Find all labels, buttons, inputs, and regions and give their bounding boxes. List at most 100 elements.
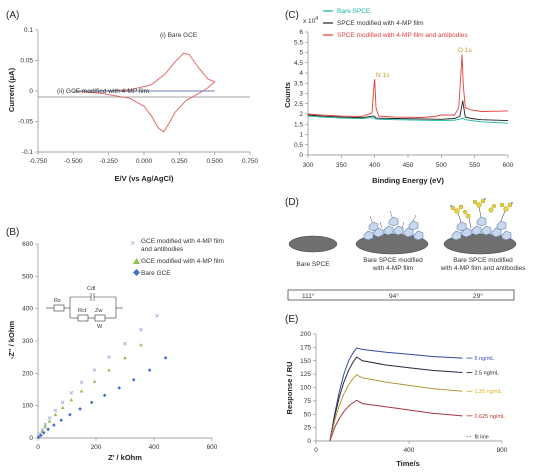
panel-b-ticks: 0 200 400 600 0 100 200 300 400 500 600 <box>22 241 218 451</box>
panel-e-series <box>329 347 463 442</box>
panel-b-point-4mp <box>60 405 65 410</box>
panel-a-x-tick-label: 0.250 <box>171 158 188 165</box>
panel-c-y-tick-label: 6 <box>299 29 303 36</box>
panel-a-y-tick-label: -0.1 <box>22 149 34 156</box>
circuit-label-cdl: Cdl <box>87 286 95 292</box>
panel-b-point-bare <box>89 400 94 405</box>
panel-b-point-bare <box>78 407 82 411</box>
panel-b-series <box>36 313 168 440</box>
panel-b-point-bare <box>117 386 121 390</box>
panel-b-y-tick-label: 200 <box>22 370 33 377</box>
panel-c-series-2 <box>307 54 509 118</box>
panel-e-ticks: 0 400 800 0 25 50 75 100 125 150 175 200 <box>300 331 508 454</box>
panel-c-y-tick-label: 3.5 <box>294 80 303 87</box>
panel-b-point-4mp <box>79 389 84 393</box>
legend-label-spce-antibodies: SPCE modified with 4-MP film and antibod… <box>337 32 468 39</box>
panel-e-y-tick-label: 175 <box>300 344 311 351</box>
panel-b-chart: 0 200 400 600 0 100 200 300 400 500 600 × GCE modi… <box>7 238 224 462</box>
panel-c-y-tick-label: 1 <box>299 132 303 139</box>
panel-b-point-antibodies <box>123 341 127 346</box>
panel-e-y-tick-label: 100 <box>300 385 311 392</box>
label-spce-antibodies-line2: with 4-MP film and antibodies <box>440 265 527 272</box>
panel-e-label-0: 5 ng/mL <box>474 356 494 362</box>
panel-b-point-antibodies <box>139 327 143 332</box>
panel-a-ticks: -0.750 -0.500 -0.250 0.000 0.250 0.500 0.750 -0… <box>18 27 258 165</box>
panel-c-x-tick-label: 300 <box>303 162 314 169</box>
panel-b-point-bare <box>68 412 72 417</box>
panel-e-x-tick-label: 400 <box>404 447 415 454</box>
panel-e-label-2: 1.25 ng/mL <box>474 389 502 395</box>
legend-marker-diamond <box>133 269 140 276</box>
panel-b-point-antibodies <box>92 368 97 372</box>
panel-e-label-1: 2.5 ng/mL <box>474 371 498 377</box>
panel-e-series-0 <box>329 347 463 442</box>
circuit-label-zw: Zw <box>95 308 102 314</box>
panel-e-y-tick-label: 25 <box>304 425 312 432</box>
panel-b-point-bare <box>52 423 56 427</box>
panel-a-letter: (A) <box>6 10 19 21</box>
panel-b-point-bare <box>39 433 43 438</box>
panel-c-multiplier: x 104 <box>303 16 318 25</box>
panel-b-x-tick-label: 200 <box>91 444 102 451</box>
panel-c-chart: x 104 300 350 400 450 500 550 60000.511.522.53… <box>283 8 514 185</box>
legend-label-antibodies-line1: GCE modified with 4-MP film <box>141 238 224 245</box>
circuit-label-rs: Rs <box>54 298 61 304</box>
panel-b-y-label: -Z'' / kOhm <box>7 321 16 359</box>
panel-b-y-tick-label: 0 <box>29 435 33 442</box>
panel-c-y-tick-label: 5.5 <box>294 39 303 46</box>
panel-a-x-tick-label: -0.250 <box>99 158 118 165</box>
panel-b-point-4mp <box>123 356 127 360</box>
panel-a-x-tick-label: 0.500 <box>207 158 224 165</box>
panel-c-y-tick-label: 5 <box>299 50 303 57</box>
panel-c-y-tick-label: 0 <box>299 152 303 159</box>
panel-c-y-tick-label: 2 <box>299 111 303 118</box>
panel-e-y-tick-label: 50 <box>304 411 312 418</box>
panel-a-x-tick-label: -0.500 <box>64 158 83 165</box>
label-bare-spce: Bare SPCE <box>296 261 330 268</box>
panel-c-y-tick-label: 1.5 <box>294 121 303 128</box>
panel-a-x-tick-label: 0.750 <box>242 158 259 165</box>
panel-c-series-1 <box>307 100 509 122</box>
panel-e-series-1 <box>329 356 463 442</box>
panel-c-x-tick-label: 350 <box>336 162 347 169</box>
panel-b-point-antibodies <box>60 400 65 405</box>
panel-b-point-4mp <box>69 398 74 402</box>
panel-b-point-antibodies <box>107 355 111 360</box>
panel-b-y-tick-label: 400 <box>22 306 33 313</box>
contact-angle-4mp: 94° <box>389 292 399 300</box>
panel-a-y-tick-label: -0.05 <box>18 119 33 126</box>
legend-label-antibodies-line2: and antibodies <box>141 246 184 253</box>
panel-e-fit-1 <box>329 356 463 442</box>
panel-e-y-tick-label: 0 <box>307 438 311 445</box>
panel-c-series <box>307 54 509 124</box>
panel-a-series-0 <box>73 52 216 133</box>
panel-b-point-antibodies <box>155 313 159 318</box>
panel-e-series-3 <box>329 399 463 442</box>
panel-b-x-tick-label: 0 <box>36 444 40 451</box>
panel-b-point-bare <box>59 418 63 423</box>
panel-c-x-tick-label: 500 <box>436 162 447 169</box>
panel-a-series <box>73 52 216 133</box>
panel-c-y-tick-label: 2.5 <box>294 101 303 108</box>
panel-b-y-tick-label: 600 <box>22 241 33 248</box>
panel-b-point-antibodies <box>47 416 52 420</box>
panel-a-annotation-modified: (ii) GCE modified with 4-MP film <box>57 88 149 95</box>
panel-c-y-tick-label: 4 <box>299 70 303 77</box>
panel-e-chart: 0 400 800 0 25 50 75 100 125 150 175 200 5 ng/mL 2.5… <box>285 331 508 468</box>
panel-b-point-antibodies <box>79 380 84 385</box>
circuit-label-rct: Rct <box>78 308 87 314</box>
panel-b-y-tick-label: 500 <box>22 273 33 280</box>
label-spce-antibodies-line1: Bare SPCE modified <box>453 257 513 264</box>
panel-e-label-3: 0.625 ng/mL <box>474 414 505 420</box>
electrode-antibodies <box>443 233 517 255</box>
panel-b-point-antibodies <box>69 390 74 395</box>
contact-angle-antibodies: 29° <box>473 292 483 300</box>
panel-b-point-4mp <box>53 412 58 417</box>
panel-b-point-bare <box>46 427 50 432</box>
panel-e-y-tick-label: 75 <box>304 398 312 405</box>
contact-angle-bare: 111° <box>302 292 315 300</box>
panel-a-x-tick-label: -0.750 <box>29 158 48 165</box>
electrode-4mp <box>355 233 429 255</box>
panel-b-letter: (B) <box>6 227 19 238</box>
panel-b-point-bare <box>163 356 168 360</box>
